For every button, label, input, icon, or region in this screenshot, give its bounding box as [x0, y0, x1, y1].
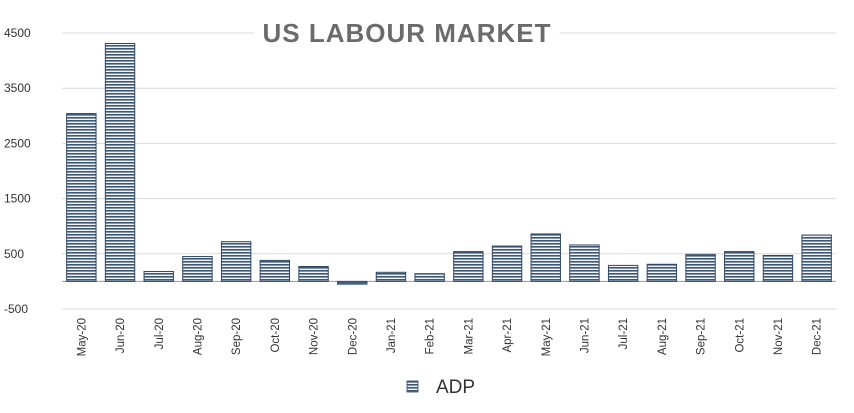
x-tick-label: Feb-21: [425, 318, 437, 354]
bar-aug-20: [182, 256, 213, 282]
bar-feb-21: [414, 273, 445, 282]
chart-title: US LABOUR MARKET: [263, 18, 552, 48]
x-tick-label: Dec-21: [812, 318, 824, 355]
x-tick-label: May-21: [541, 318, 553, 356]
bar-dec-20: [337, 280, 368, 285]
y-tick-label: 500: [4, 247, 24, 261]
title-background: [254, 16, 560, 50]
y-tick-label: 2500: [4, 136, 31, 150]
legend: ADP: [406, 377, 475, 398]
bar-apr-21: [491, 245, 523, 282]
x-tick-label: Aug-20: [192, 318, 204, 355]
y-tick-label: 4500: [4, 26, 31, 40]
x-tick-label: Mar-21: [463, 318, 475, 354]
bar-oct-21: [724, 251, 755, 282]
bar-jul-20: [143, 270, 174, 282]
x-tick-label: Apr-21: [502, 318, 514, 353]
x-tick-label: Jan-21: [386, 318, 398, 353]
bar-jan-21: [375, 271, 407, 282]
x-tick-label: Oct-21: [734, 318, 746, 353]
bar-aug-21: [646, 263, 678, 282]
x-tick-label: May-20: [76, 318, 88, 356]
x-tick-label: Jun-21: [579, 318, 591, 353]
x-axis-tick-labels: May-20 Jun-20 Jul-20 Aug-20 Sep-20 Oct-20 Nov-…: [76, 318, 823, 356]
bar-jun-20: [104, 42, 136, 282]
bar-mar-21: [453, 251, 484, 282]
bar-dec-21: [801, 234, 832, 282]
bar-may-20: [66, 113, 97, 282]
bar-nov-20: [298, 266, 329, 282]
y-tick-label: 3500: [4, 81, 31, 95]
bar-jun-21: [569, 244, 600, 282]
y-tick-label: 1500: [4, 192, 31, 206]
legend-label: ADP: [436, 377, 475, 398]
x-tick-label: Nov-21: [773, 318, 785, 355]
bar-may-21: [530, 233, 561, 282]
x-tick-label: Dec-20: [347, 318, 359, 355]
x-tick-label: Sep-21: [696, 318, 708, 355]
bar-jul-21: [607, 264, 639, 282]
x-tick-label: Jun-20: [115, 318, 127, 353]
legend-swatch: [406, 380, 419, 393]
bar-oct-20: [259, 259, 291, 282]
x-tick-label: Nov-20: [309, 318, 321, 355]
x-tick-label: Aug-21: [657, 318, 669, 355]
x-tick-label: Jul-21: [618, 318, 630, 349]
bar-nov-21: [762, 254, 794, 282]
y-axis-tick-labels: 4500 3500 2500 1500 500 -500: [4, 26, 31, 316]
y-tick-label: -500: [4, 302, 28, 316]
x-tick-label: Jul-20: [154, 318, 166, 349]
bar-sep-20: [220, 241, 252, 282]
grid-lines: [62, 32, 836, 310]
x-tick-label: Oct-20: [270, 318, 282, 353]
x-tick-label: Sep-20: [231, 318, 243, 355]
bar-sep-21: [685, 253, 716, 282]
bars: [66, 42, 832, 285]
